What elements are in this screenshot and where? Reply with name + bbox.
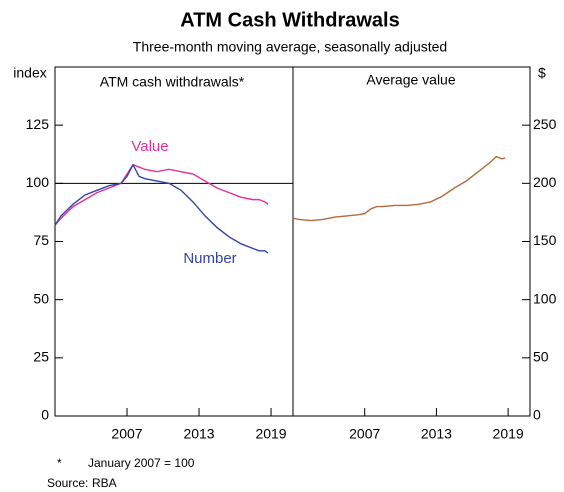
series-label: Value: [131, 138, 168, 155]
chart-title: ATM Cash Withdrawals: [180, 9, 399, 31]
panel-title: Average value: [366, 72, 455, 88]
x-tick-label: 2007: [349, 426, 380, 442]
y-tick-label: 0: [41, 407, 49, 423]
y-tick-label: 125: [26, 116, 50, 132]
x-tick-label: 2019: [255, 426, 286, 442]
line-series: [54, 163, 269, 254]
x-tick-label: 2019: [493, 426, 524, 442]
footnote: January 2007 = 100: [88, 456, 195, 470]
x-tick-label: 2013: [421, 426, 452, 442]
y2-tick-label: 100: [533, 290, 557, 306]
line-series: [292, 155, 506, 222]
y2-tick-label: 200: [533, 174, 557, 190]
panel-title: ATM cash withdrawals*: [100, 74, 245, 90]
y-tick-label: 100: [26, 174, 50, 190]
footnote-marker: *: [57, 456, 62, 470]
y2-axis-label: $: [538, 65, 546, 81]
source-label: Source:: [47, 476, 88, 490]
y2-tick-label: 50: [533, 349, 549, 365]
x-tick-label: 2013: [183, 426, 214, 442]
y-tick-label: 75: [33, 232, 49, 248]
y2-tick-label: 150: [533, 232, 557, 248]
y-axis-label: index: [13, 65, 46, 81]
y-tick-label: 25: [33, 349, 49, 365]
y2-tick-label: 0: [533, 407, 541, 423]
x-tick-label: 2007: [111, 426, 142, 442]
chart-subtitle: Three-month moving average, seasonally a…: [133, 39, 447, 55]
y-tick-label: 50: [33, 290, 49, 306]
y2-tick-label: 250: [533, 116, 557, 132]
source: RBA: [92, 476, 117, 490]
line-series: [54, 163, 269, 226]
series-label: Number: [183, 250, 236, 267]
